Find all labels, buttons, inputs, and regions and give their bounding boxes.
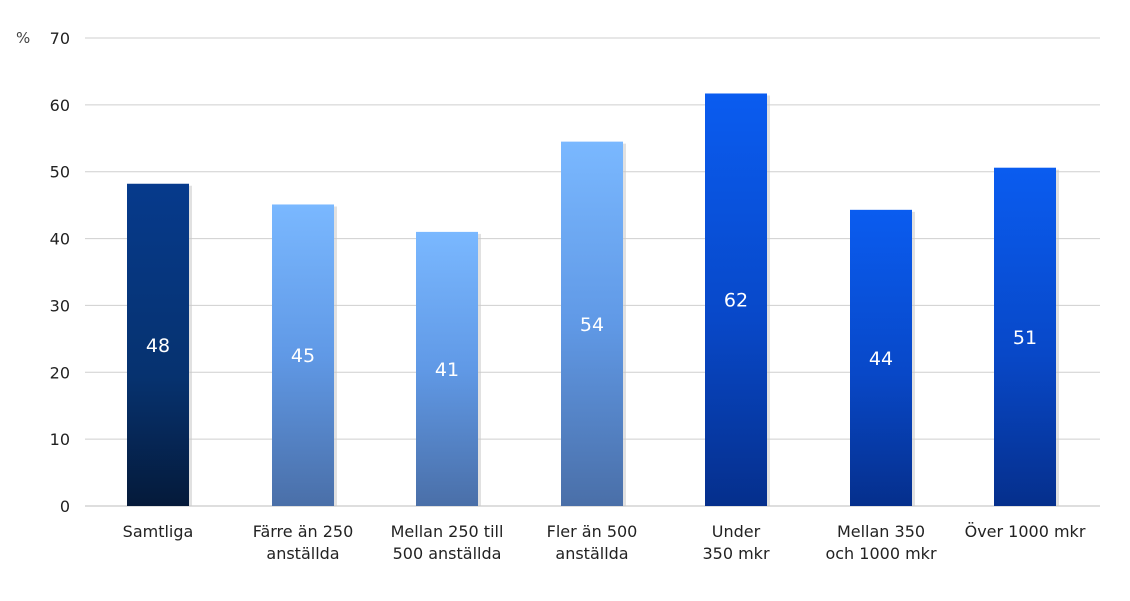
x-tick-label: Under 350 mkr: [702, 522, 769, 563]
x-tick-label-line: och 1000 mkr: [825, 544, 936, 563]
y-tick-label: 20: [50, 363, 70, 382]
data-label: 41: [435, 359, 459, 381]
x-tick-label-line: Mellan 250 till: [391, 522, 504, 541]
x-tick-label: Samtliga: [123, 522, 194, 541]
x-tick-label: Fler än 500 anställda: [547, 522, 638, 563]
y-axis: 0 10 20 30 40 50 60 70: [50, 29, 70, 516]
bar: [561, 141, 623, 506]
y-tick-label: 0: [60, 497, 70, 516]
x-tick-label-line: Samtliga: [123, 522, 194, 541]
x-tick-label-line: anställda: [555, 544, 628, 563]
x-tick-label-line: Fler än 500: [547, 522, 638, 541]
data-label: 54: [580, 314, 604, 336]
data-label: 44: [869, 348, 893, 370]
x-tick-label: Färre än 250 anställda: [253, 522, 354, 563]
data-label: 62: [724, 290, 748, 312]
x-axis: Samtliga Färre än 250 anställda Mellan 250 …: [123, 522, 1086, 563]
y-tick-label: 10: [50, 430, 70, 449]
data-label: 51: [1013, 327, 1037, 349]
x-tick-label-line: Under: [712, 522, 761, 541]
y-tick-label: 40: [50, 230, 70, 249]
bar: [705, 93, 767, 507]
data-label: 45: [291, 345, 315, 367]
y-axis-unit-label: %: [16, 29, 30, 47]
bar: [994, 167, 1056, 506]
bar: [127, 183, 189, 506]
x-tick-label-line: 500 anställda: [393, 544, 502, 563]
x-tick-label: Över 1000 mkr: [965, 522, 1086, 541]
y-tick-label: 30: [50, 296, 70, 315]
x-tick-label-line: 350 mkr: [702, 544, 769, 563]
x-tick-label-line: anställda: [266, 544, 339, 563]
x-tick-label: Mellan 250 till 500 anställda: [391, 522, 504, 563]
y-tick-label: 70: [50, 29, 70, 48]
data-label: 48: [146, 335, 170, 357]
y-tick-label: 50: [50, 163, 70, 182]
x-tick-label: Mellan 350 och 1000 mkr: [825, 522, 936, 563]
x-tick-label-line: Mellan 350: [837, 522, 925, 541]
bars: 48 45 41 54 62 44 51: [127, 93, 1059, 507]
x-tick-label-line: Färre än 250: [253, 522, 354, 541]
bar: [850, 209, 912, 506]
bar: [272, 204, 334, 506]
bar: [416, 231, 478, 506]
x-tick-label-line: Över 1000 mkr: [965, 522, 1086, 541]
y-tick-label: 60: [50, 96, 70, 115]
